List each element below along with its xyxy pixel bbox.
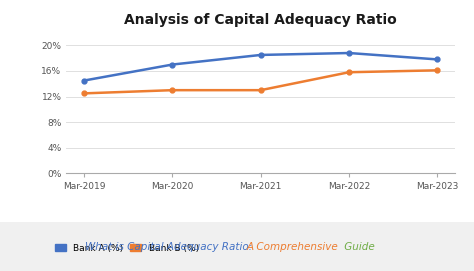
Text: A Comprehensive: A Comprehensive	[246, 242, 338, 251]
Title: Analysis of Capital Adequacy Ratio: Analysis of Capital Adequacy Ratio	[124, 13, 397, 27]
Text: What is Capital Adequacy Ratio:: What is Capital Adequacy Ratio:	[85, 242, 256, 251]
Text: Guide: Guide	[341, 242, 375, 251]
Legend: Bank A (%), Bank B (%): Bank A (%), Bank B (%)	[52, 240, 202, 256]
FancyBboxPatch shape	[0, 0, 474, 227]
